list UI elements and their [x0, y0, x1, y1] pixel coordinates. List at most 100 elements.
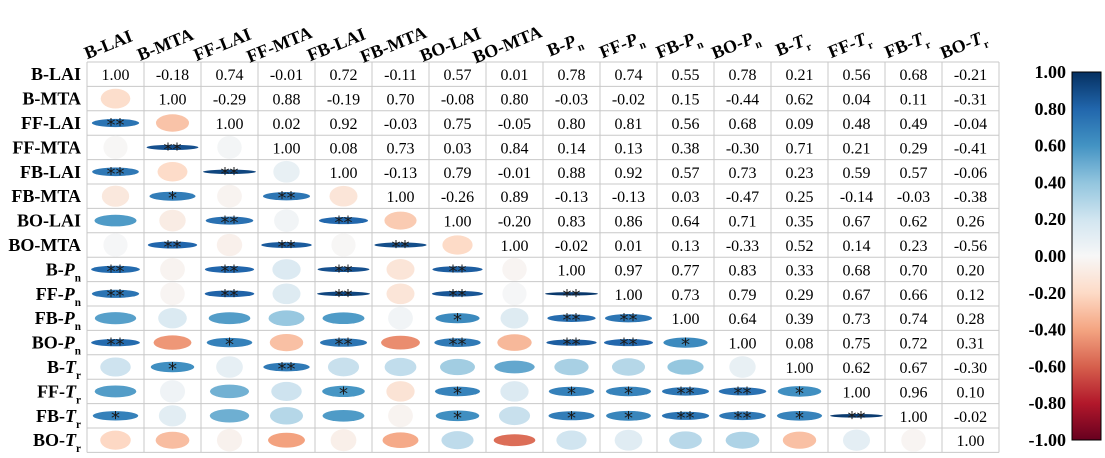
- column-label: FB-LAI: [304, 24, 368, 65]
- cell-value: -0.08: [441, 92, 474, 109]
- cell-value: 0.80: [558, 116, 586, 133]
- cell-value: 0.83: [558, 214, 586, 231]
- cell-ellipse: [663, 337, 708, 348]
- significance-mark: *: [453, 408, 462, 429]
- cell-ellipse: [381, 335, 420, 350]
- significance-mark: **: [107, 335, 125, 356]
- heatmap-grid: [86, 61, 1000, 453]
- cell-value: 0.08: [330, 140, 358, 157]
- cell-value: 0.75: [843, 336, 871, 353]
- cell-value: -0.26: [441, 189, 474, 206]
- cell-ellipse: [92, 167, 139, 177]
- cell-value: 1.00: [843, 384, 871, 401]
- cell-value: -0.04: [954, 116, 987, 133]
- cell-ellipse: [204, 290, 255, 298]
- cell-ellipse: [149, 191, 196, 201]
- significance-mark: **: [278, 359, 296, 380]
- cell-value: 0.88: [273, 92, 301, 109]
- significance-mark: **: [278, 237, 296, 258]
- cell-ellipse: [384, 211, 417, 230]
- cell-value: 0.21: [843, 140, 871, 157]
- significance-mark: *: [111, 408, 120, 429]
- cell-value: 0.68: [843, 262, 871, 279]
- cell-value: -0.06: [954, 165, 987, 182]
- column-label: FF-LAI: [191, 24, 254, 65]
- cell-value: 1.00: [387, 189, 415, 206]
- cell-ellipse: [217, 184, 242, 208]
- cell-ellipse: [158, 405, 187, 427]
- cell-ellipse: [388, 404, 413, 428]
- column-label: B-Pn: [544, 28, 587, 65]
- column-label: FF-Tr: [825, 27, 875, 67]
- colorbar-tick-label: 0.20: [1035, 209, 1067, 229]
- cell-value: 1.00: [729, 336, 757, 353]
- cell-value: 0.71: [729, 214, 757, 231]
- cell-ellipse: [94, 312, 137, 325]
- cell-ellipse: [157, 162, 188, 182]
- cell-ellipse: [331, 233, 356, 257]
- cell-ellipse: [604, 339, 653, 347]
- cell-value: 0.83: [729, 262, 757, 279]
- cell-ellipse: [606, 410, 651, 421]
- cell-value: 1.00: [159, 92, 187, 109]
- cell-ellipse: [269, 333, 304, 352]
- cell-ellipse: [431, 290, 484, 297]
- cell-value: -0.31: [954, 92, 987, 109]
- cell-ellipse: [500, 381, 529, 402]
- heatmap-cells: 1.00 -0.18 0.74 -0.01 0.72 -0.11 0.57 0.01 0.78 0…: [91, 67, 987, 452]
- row-label: FB-Pn: [35, 308, 82, 333]
- column-label: FB-Pn: [653, 26, 706, 67]
- row-label: BO-Pn: [32, 333, 82, 358]
- cell-value: 0.01: [615, 238, 643, 255]
- cell-value: -0.19: [327, 92, 360, 109]
- cell-value: -0.05: [498, 116, 531, 133]
- cell-ellipse: [94, 385, 137, 398]
- cell-ellipse: [661, 411, 710, 420]
- cell-value: 0.62: [900, 214, 928, 231]
- cell-ellipse: [271, 381, 302, 401]
- cell-ellipse: [209, 384, 250, 399]
- significance-mark: *: [168, 359, 177, 380]
- row-label: FB-Tr: [36, 406, 81, 431]
- cell-ellipse: [554, 358, 589, 376]
- cell-value: -0.30: [954, 360, 987, 377]
- cell-value: 0.12: [957, 287, 985, 304]
- colorbar-gradient: [1071, 71, 1102, 441]
- cell-ellipse: [216, 428, 243, 452]
- significance-mark: **: [449, 261, 467, 282]
- colorbar-tick-label: 0.40: [1035, 172, 1067, 192]
- row-label: FB-LAI: [20, 162, 81, 182]
- cell-value: 0.73: [672, 287, 700, 304]
- column-label: FF-MTA: [244, 22, 315, 66]
- cell-value: 0.96: [900, 384, 928, 401]
- row-label: BO-MTA: [8, 235, 81, 255]
- cell-value: 1.00: [444, 214, 472, 231]
- significance-mark: **: [335, 261, 353, 282]
- significance-mark: *: [453, 383, 462, 404]
- significance-mark: **: [335, 335, 353, 356]
- significance-mark: **: [335, 213, 353, 234]
- cell-value: 0.14: [558, 140, 586, 157]
- significance-mark: **: [278, 188, 296, 209]
- cell-ellipse: [386, 283, 415, 305]
- cell-value: 0.73: [387, 140, 415, 157]
- cell-value: 0.68: [729, 116, 757, 133]
- cell-value: -0.02: [555, 238, 588, 255]
- cell-ellipse: [661, 387, 710, 396]
- cell-ellipse: [204, 265, 255, 273]
- cell-ellipse: [440, 358, 475, 376]
- row-label: FF-MTA: [12, 137, 81, 157]
- cell-value: -0.44: [726, 92, 759, 109]
- cell-value: 0.67: [843, 287, 871, 304]
- cell-value: -0.30: [726, 140, 759, 157]
- cell-ellipse: [158, 308, 187, 329]
- cell-value: 0.31: [957, 336, 985, 353]
- cell-value: 0.13: [615, 140, 643, 157]
- cell-ellipse: [327, 357, 360, 377]
- cell-ellipse: [146, 144, 199, 151]
- colorbar-tick-label: 1.00: [1035, 62, 1067, 82]
- row-label: B-LAI: [31, 64, 81, 84]
- cell-ellipse: [216, 233, 243, 257]
- cell-value: -0.38: [954, 189, 987, 206]
- significance-mark: **: [221, 164, 239, 185]
